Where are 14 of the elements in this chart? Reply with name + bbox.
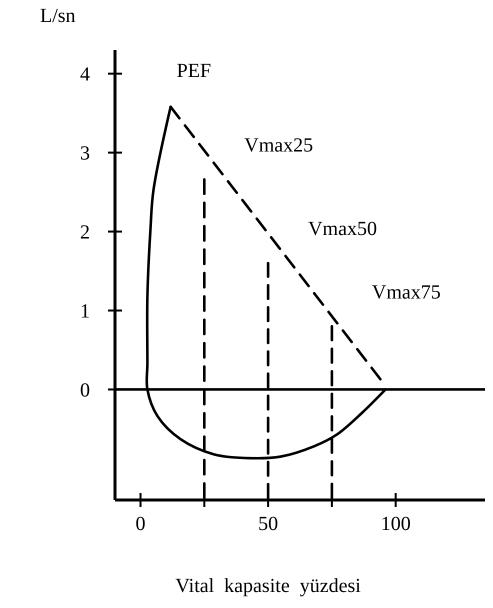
x-tick-label: 100: [380, 513, 411, 535]
annotation: Vmax75: [372, 281, 441, 304]
y-axis-title: L/sn: [40, 5, 76, 27]
annotation: PEF: [176, 60, 212, 82]
y-tick-label: 3: [80, 142, 90, 165]
y-tick-label: 0: [80, 379, 90, 402]
x-tick-label: 0: [136, 513, 146, 535]
y-tick-label: 1: [80, 300, 90, 323]
y-tick-label: 4: [80, 64, 90, 86]
annotation: Vmax25: [244, 134, 314, 156]
y-tick-label: 2: [80, 222, 90, 244]
x-tick-label: 50: [258, 513, 278, 535]
annotation: Vmax50: [308, 218, 377, 240]
x-axis-title: Vital kapasite yüzdesi: [175, 575, 362, 597]
